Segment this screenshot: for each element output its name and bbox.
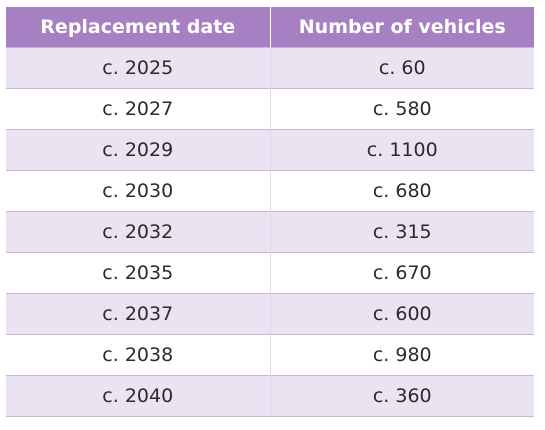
replacement-date-cell: c. 2037 <box>6 293 271 335</box>
replacement-date-cell: c. 2027 <box>6 88 271 130</box>
replacement-date-cell: c. 2038 <box>6 334 271 376</box>
vehicle-count-cell: c. 680 <box>270 170 534 212</box>
vehicle-count-cell: c. 600 <box>270 293 534 335</box>
replacement-date-cell: c. 2032 <box>6 211 271 253</box>
vehicle-count-cell: c. 60 <box>270 47 534 89</box>
table-row: c. 2037 c. 600 <box>6 293 534 335</box>
table-row: c. 2040 c. 360 <box>6 375 534 417</box>
vehicle-count-cell: c. 980 <box>270 334 534 376</box>
replacement-date-cell: c. 2035 <box>6 252 271 294</box>
header-number-of-vehicles: Number of vehicles <box>270 7 534 48</box>
replacement-date-cell: c. 2025 <box>6 47 271 89</box>
table-row: c. 2035 c. 670 <box>6 252 534 294</box>
vehicle-count-cell: c. 580 <box>270 88 534 130</box>
table-row: c. 2029 c. 1100 <box>6 129 534 171</box>
vehicle-count-cell: c. 1100 <box>270 129 534 171</box>
table-row: c. 2025 c. 60 <box>6 47 534 89</box>
table-row: c. 2027 c. 580 <box>6 88 534 130</box>
data-table: Replacement date Number of vehicles c. 2… <box>6 7 534 417</box>
replacement-date-cell: c. 2030 <box>6 170 271 212</box>
vehicle-count-cell: c. 670 <box>270 252 534 294</box>
replacement-date-cell: c. 2040 <box>6 375 271 417</box>
vehicle-count-cell: c. 315 <box>270 211 534 253</box>
header-replacement-date: Replacement date <box>6 7 271 48</box>
table-row: c. 2030 c. 680 <box>6 170 534 212</box>
vehicle-replacement-table: Replacement date Number of vehicles c. 2… <box>6 7 534 417</box>
vehicle-count-cell: c. 360 <box>270 375 534 417</box>
replacement-date-cell: c. 2029 <box>6 129 271 171</box>
table-row: c. 2038 c. 980 <box>6 334 534 376</box>
header-row: Replacement date Number of vehicles <box>6 7 534 48</box>
table-row: c. 2032 c. 315 <box>6 211 534 253</box>
